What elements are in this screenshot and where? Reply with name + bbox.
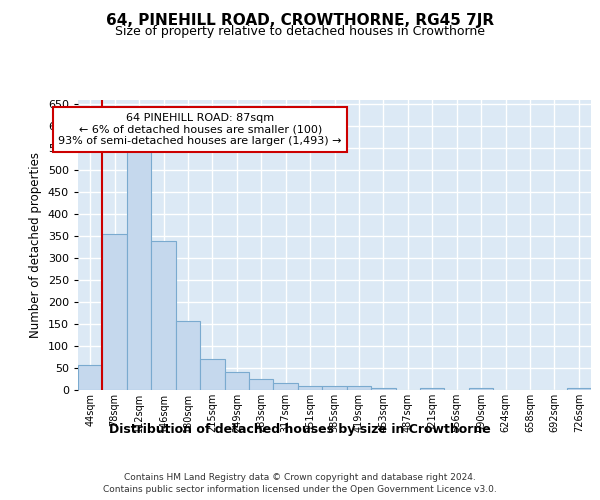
Bar	[298, 386, 322, 390]
Bar	[151, 242, 176, 390]
Bar	[420, 388, 445, 390]
Bar	[78, 365, 103, 390]
Bar	[347, 386, 371, 390]
Bar	[566, 388, 591, 390]
Bar	[322, 386, 347, 390]
Text: Distribution of detached houses by size in Crowthorne: Distribution of detached houses by size …	[109, 422, 491, 436]
Text: 64, PINEHILL ROAD, CROWTHORNE, RG45 7JR: 64, PINEHILL ROAD, CROWTHORNE, RG45 7JR	[106, 12, 494, 28]
Bar	[249, 380, 274, 390]
Bar	[127, 152, 151, 390]
Text: Contains public sector information licensed under the Open Government Licence v3: Contains public sector information licen…	[103, 485, 497, 494]
Bar	[200, 359, 224, 390]
Bar	[176, 322, 200, 390]
Bar	[469, 388, 493, 390]
Bar	[371, 388, 395, 390]
Bar	[224, 372, 249, 390]
Text: Size of property relative to detached houses in Crowthorne: Size of property relative to detached ho…	[115, 25, 485, 38]
Y-axis label: Number of detached properties: Number of detached properties	[29, 152, 42, 338]
Bar	[103, 234, 127, 390]
Bar	[274, 383, 298, 390]
Text: Contains HM Land Registry data © Crown copyright and database right 2024.: Contains HM Land Registry data © Crown c…	[124, 472, 476, 482]
Text: 64 PINEHILL ROAD: 87sqm
← 6% of detached houses are smaller (100)
93% of semi-de: 64 PINEHILL ROAD: 87sqm ← 6% of detached…	[58, 113, 342, 146]
